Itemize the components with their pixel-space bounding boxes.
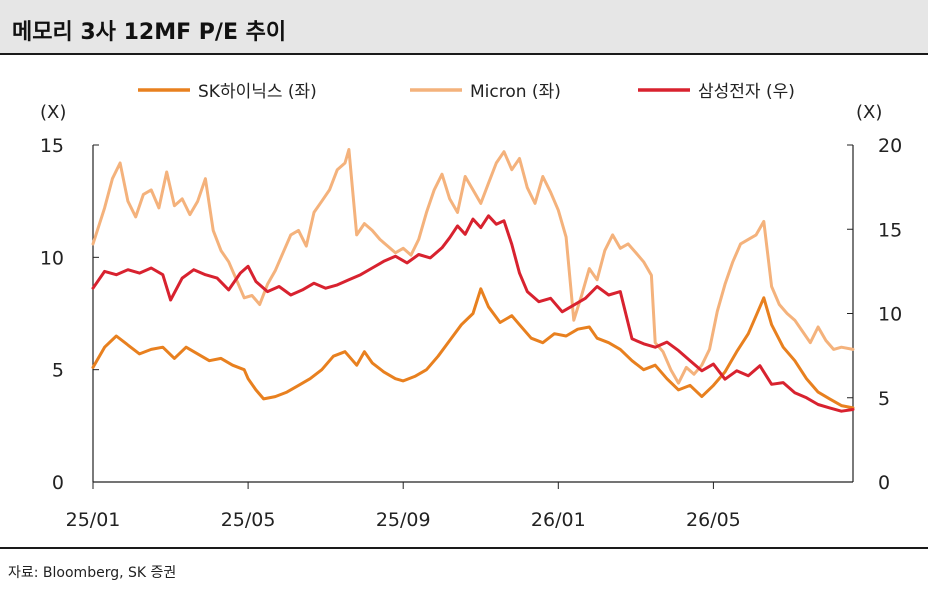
x-tick-label: 25/05 [221, 509, 276, 531]
right-tick-label: 5 [878, 388, 890, 410]
series-line-samsung [91, 214, 855, 413]
pe-chart: SK하이닉스 (좌) Micron (좌) 삼성전자 (우) 0 5 10 15 (X) 0 5… [40, 82, 902, 531]
series-lines [91, 148, 855, 413]
series-line-micron [91, 148, 855, 385]
legend-label-sk_hynix: SK하이닉스 (좌) [198, 82, 317, 102]
left-tick-label: 0 [52, 472, 64, 494]
x-tick-label: 26/01 [531, 509, 586, 531]
right-tick-label: 15 [878, 219, 902, 241]
chart-title: 메모리 3사 12MF P/E 추이 [12, 20, 287, 45]
footer-divider [0, 547, 928, 549]
legend: SK하이닉스 (좌) Micron (좌) 삼성전자 (우) [138, 82, 795, 102]
left-tick-label: 15 [40, 135, 64, 157]
left-axis-unit: (X) [40, 102, 66, 123]
axes: 0 5 10 15 (X) 0 5 10 15 20 (X) 25/01 25/05 25/09 26/01… [40, 102, 902, 531]
legend-label-samsung: 삼성전자 (우) [698, 82, 795, 102]
x-tick-label: 26/05 [686, 509, 741, 531]
x-tick-label: 25/09 [376, 509, 431, 531]
series-line-sk_hynix [91, 287, 855, 410]
right-axis-unit: (X) [856, 102, 882, 123]
right-tick-label: 0 [878, 472, 890, 494]
source-note: 자료: Bloomberg, SK 증권 [8, 565, 177, 581]
legend-label-micron: Micron (좌) [470, 82, 561, 102]
left-tick-label: 5 [52, 360, 64, 382]
right-tick-label: 20 [878, 135, 902, 157]
title-bar: 메모리 3사 12MF P/E 추이 [0, 0, 928, 55]
x-tick-label: 25/01 [66, 509, 121, 531]
right-tick-label: 10 [878, 304, 902, 326]
left-tick-label: 10 [40, 247, 64, 269]
